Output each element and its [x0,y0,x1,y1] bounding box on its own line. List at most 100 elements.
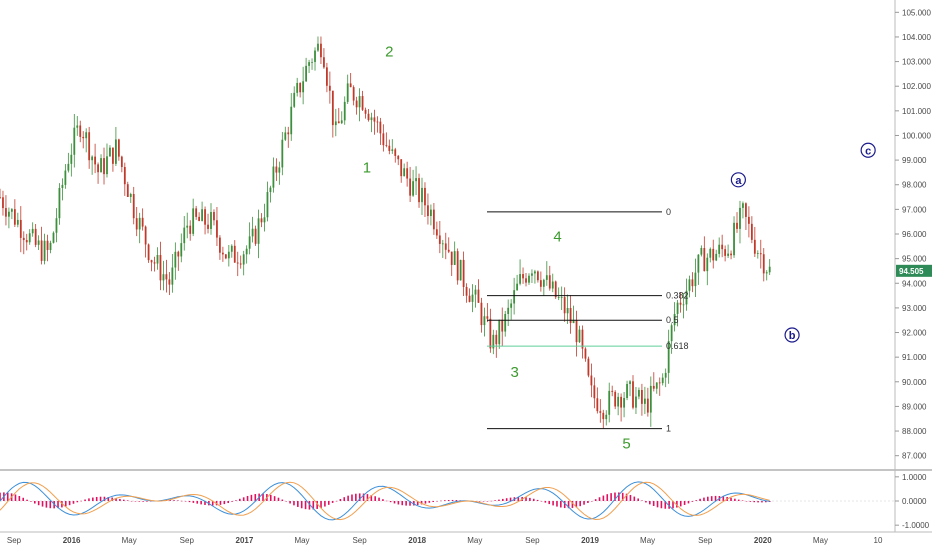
y-tick-label: 101.000 [902,107,931,116]
candle-body [739,207,741,229]
candle-body [456,251,459,281]
osc-histogram-bar [502,498,504,501]
candle-body [394,149,397,156]
y-tick-label: 92.000 [902,329,927,338]
candle-body [174,251,177,268]
wave-labels: 1 2 3 4 5 a b c [363,44,876,452]
candle-body [661,377,664,384]
osc-histogram-bar [385,500,388,502]
osc-histogram-bar [45,501,48,508]
osc-histogram-bar [691,501,694,502]
osc-histogram-bar [308,501,311,510]
candle-body [141,217,144,227]
candle-body [510,303,513,308]
osc-histogram-bar [200,501,202,505]
candle-body [138,217,141,230]
candle-body [670,325,673,342]
osc-histogram-bar [660,501,663,509]
candle-body [542,279,545,287]
candle-body [58,187,61,219]
candle-body [239,263,242,265]
osc-histogram-bar [536,499,539,501]
candle-body [620,396,623,408]
candle-body [376,121,379,123]
candle-body [73,127,76,155]
grid [0,0,932,533]
x-tick-label: May [813,536,828,545]
candle-body [284,132,287,140]
fib-label: 0 [666,207,671,217]
osc-histogram-bar [88,498,90,501]
osc-histogram-bar [180,500,183,502]
osc-histogram-bar [707,496,709,501]
candle-body [22,237,25,241]
candle-body [2,197,4,209]
candle-body [5,208,7,217]
osc-histogram-bar [269,494,272,501]
x-tick-label: 2018 [408,536,426,545]
osc-histogram-bar [126,500,129,501]
candle-body [730,253,732,256]
candle-body [117,139,120,157]
candle-body [768,266,771,273]
candle-body [418,178,420,203]
osc-histogram-bar [285,501,288,502]
osc-histogram-bar [327,501,330,505]
osc-histogram-bar [703,497,705,501]
candle-body [462,259,465,287]
osc-histogram-bar [710,496,713,501]
candle-body [31,228,34,234]
candle-body [468,295,471,302]
candle-body [245,248,248,255]
osc-signal-line [0,481,770,521]
candle-body [531,273,533,276]
osc-histogram-bar [138,501,141,502]
candle-body [623,397,625,408]
fibonacci-retracement[interactable]: 0 0.382 0.5 0.618 1 [487,207,689,434]
candle-body [103,158,105,175]
wave-label-1: 1 [363,159,371,176]
osc-histogram-bar [281,499,284,501]
osc-histogram-bar [76,501,79,503]
candle-body [453,251,456,265]
osc-histogram-bar [695,500,698,501]
osc-histogram-bar [254,494,257,501]
candle-body [486,316,489,319]
candlestick-series [0,36,771,429]
candle-body [685,290,688,305]
osc-histogram-bar [556,501,558,507]
candle-body [643,398,646,404]
osc-histogram-bar [714,495,717,501]
candle-body [364,109,367,114]
osc-histogram-bar [583,501,585,505]
candle-body [750,223,753,240]
osc-histogram-bar [548,501,551,505]
osc-histogram-bar [80,500,83,502]
osc-histogram-bar [134,501,137,502]
osc-histogram-bar [204,501,206,505]
candle-body [61,184,64,188]
candle-body [91,156,94,161]
osc-histogram-bar [320,501,322,508]
candle-body [302,81,305,93]
osc-histogram-bar [107,497,110,501]
x-tick-label: 10 [874,536,883,545]
candle-body [641,390,643,404]
candle-body [718,244,721,254]
candle-body [180,243,183,257]
candle-body [216,220,218,238]
candle-body [721,244,724,250]
candle-body [406,168,409,179]
candle-body [513,290,516,304]
candle-body [16,219,19,225]
osc-histogram-bar [405,501,407,506]
osc-histogram-bar [115,498,117,501]
candle-body [340,120,343,124]
osc-histogram-bar [741,500,744,501]
candle-body [13,209,16,225]
candle-body [694,272,697,287]
osc-histogram-bar [103,496,106,501]
x-tick-label: May [467,536,482,545]
candle-body [492,334,495,349]
